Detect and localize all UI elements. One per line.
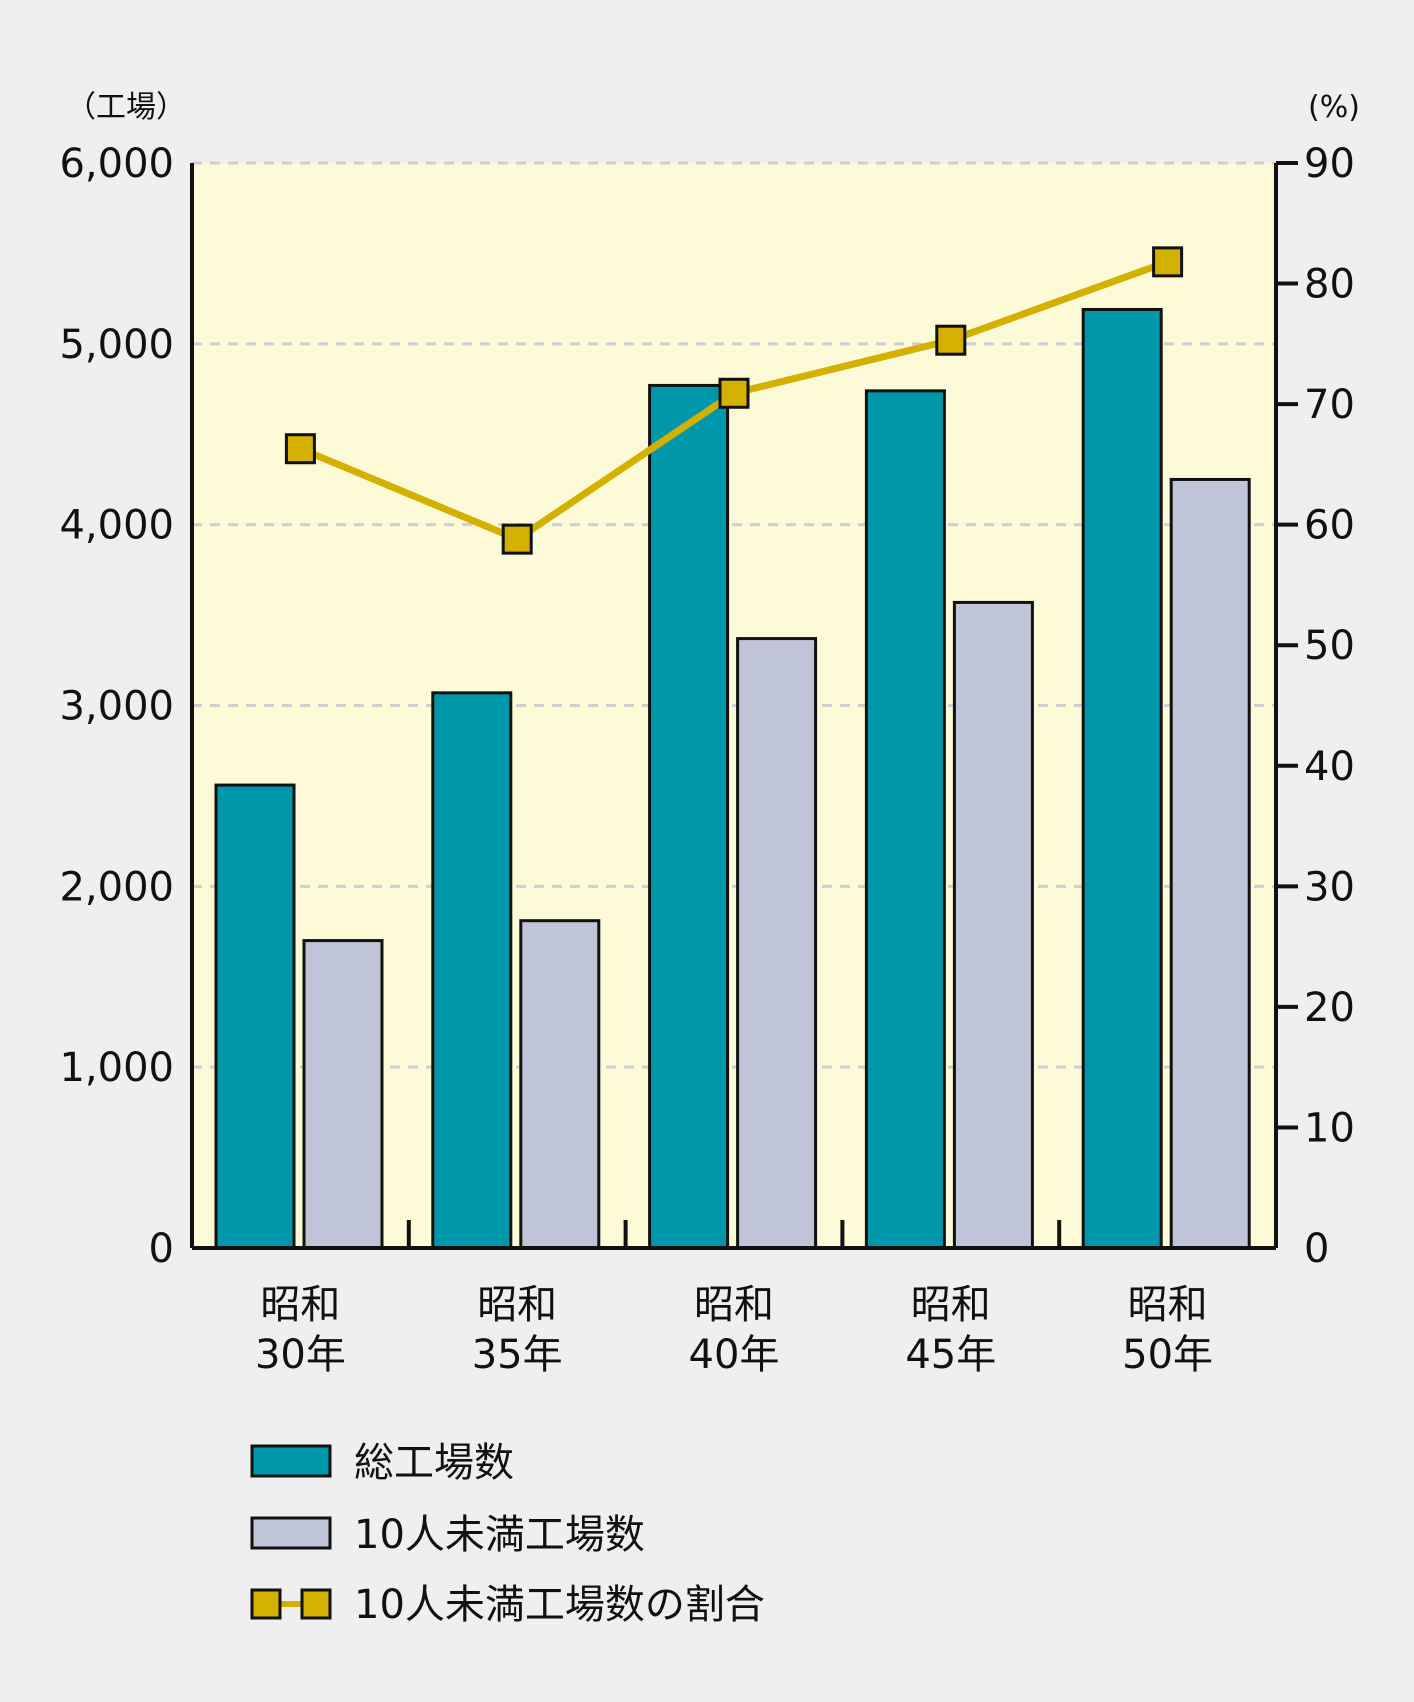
right-tick-label: 10 xyxy=(1304,1105,1355,1151)
right-tick-label: 80 xyxy=(1304,262,1355,308)
ratio-marker xyxy=(1152,246,1184,278)
ratio-marker xyxy=(501,523,533,555)
right-tick-label: 20 xyxy=(1304,985,1355,1031)
legend-label-small: 10人未満工場数 xyxy=(354,1512,645,1558)
ratio-marker xyxy=(935,324,967,356)
right-tick-label: 70 xyxy=(1304,382,1355,428)
axes xyxy=(190,163,1278,1250)
bar-total-factories xyxy=(1081,307,1163,1250)
category-label: 30年 xyxy=(255,1332,346,1378)
bar-small-factories xyxy=(1169,477,1251,1250)
legend-swatch-small xyxy=(250,1516,332,1550)
category-label: 35年 xyxy=(472,1332,563,1378)
bar-total-factories xyxy=(214,783,296,1250)
bar-total-factories xyxy=(648,383,730,1250)
left-tick-label: 4,000 xyxy=(59,503,174,549)
right-tick-label: 90 xyxy=(1304,141,1355,187)
right-axis-ticks: 0 10 20 30 40 50 60 70 80 90 xyxy=(1276,141,1355,1272)
legend-label-total: 総工場数 xyxy=(354,1440,514,1486)
bar-small-factories xyxy=(519,919,601,1250)
ratio-marker xyxy=(284,433,316,465)
left-tick-label: 3,000 xyxy=(59,684,174,730)
legend-label-ratio: 10人未満工場数の割合 xyxy=(354,1582,765,1628)
ratio-line xyxy=(284,246,1184,555)
category-label: 昭和 xyxy=(1128,1282,1208,1328)
bars xyxy=(214,307,1251,1250)
bar-small-factories xyxy=(302,939,384,1250)
right-tick-label: 40 xyxy=(1304,744,1355,790)
category-label: 昭和 xyxy=(260,1282,340,1328)
category-label: 昭和 xyxy=(694,1282,774,1328)
bar-total-factories xyxy=(431,691,513,1250)
right-tick-label: 60 xyxy=(1304,503,1355,549)
right-axis-unit: (%) xyxy=(1308,90,1360,125)
left-axis-unit: （工場） xyxy=(66,90,186,125)
ratio-marker xyxy=(718,377,750,409)
legend: 総工場数 10人未満工場数 10人未満工場数の割合 xyxy=(250,1440,765,1628)
category-label: 45年 xyxy=(905,1332,996,1378)
bar-total-factories xyxy=(864,389,946,1250)
category-label: 昭和 xyxy=(477,1282,557,1328)
left-tick-label: 1,000 xyxy=(59,1045,174,1091)
category-label: 昭和 xyxy=(911,1282,991,1328)
category-label: 50年 xyxy=(1122,1332,1213,1378)
right-tick-label: 0 xyxy=(1304,1226,1329,1272)
left-tick-label: 2,000 xyxy=(59,864,174,910)
left-tick-label: 6,000 xyxy=(59,141,174,187)
left-tick-label: 5,000 xyxy=(59,322,174,368)
category-label: 40年 xyxy=(689,1332,780,1378)
legend-swatch-total xyxy=(250,1444,332,1478)
legend-marker-ratio-left xyxy=(250,1588,282,1620)
bar-small-factories xyxy=(952,600,1034,1250)
left-tick-label: 0 xyxy=(149,1226,174,1272)
right-tick-label: 30 xyxy=(1304,864,1355,910)
left-axis-ticks: 0 1,000 2,000 3,000 4,000 5,000 6,000 xyxy=(59,141,174,1272)
legend-marker-ratio-right xyxy=(300,1588,332,1620)
right-tick-label: 50 xyxy=(1304,623,1355,669)
bar-small-factories xyxy=(736,637,818,1250)
